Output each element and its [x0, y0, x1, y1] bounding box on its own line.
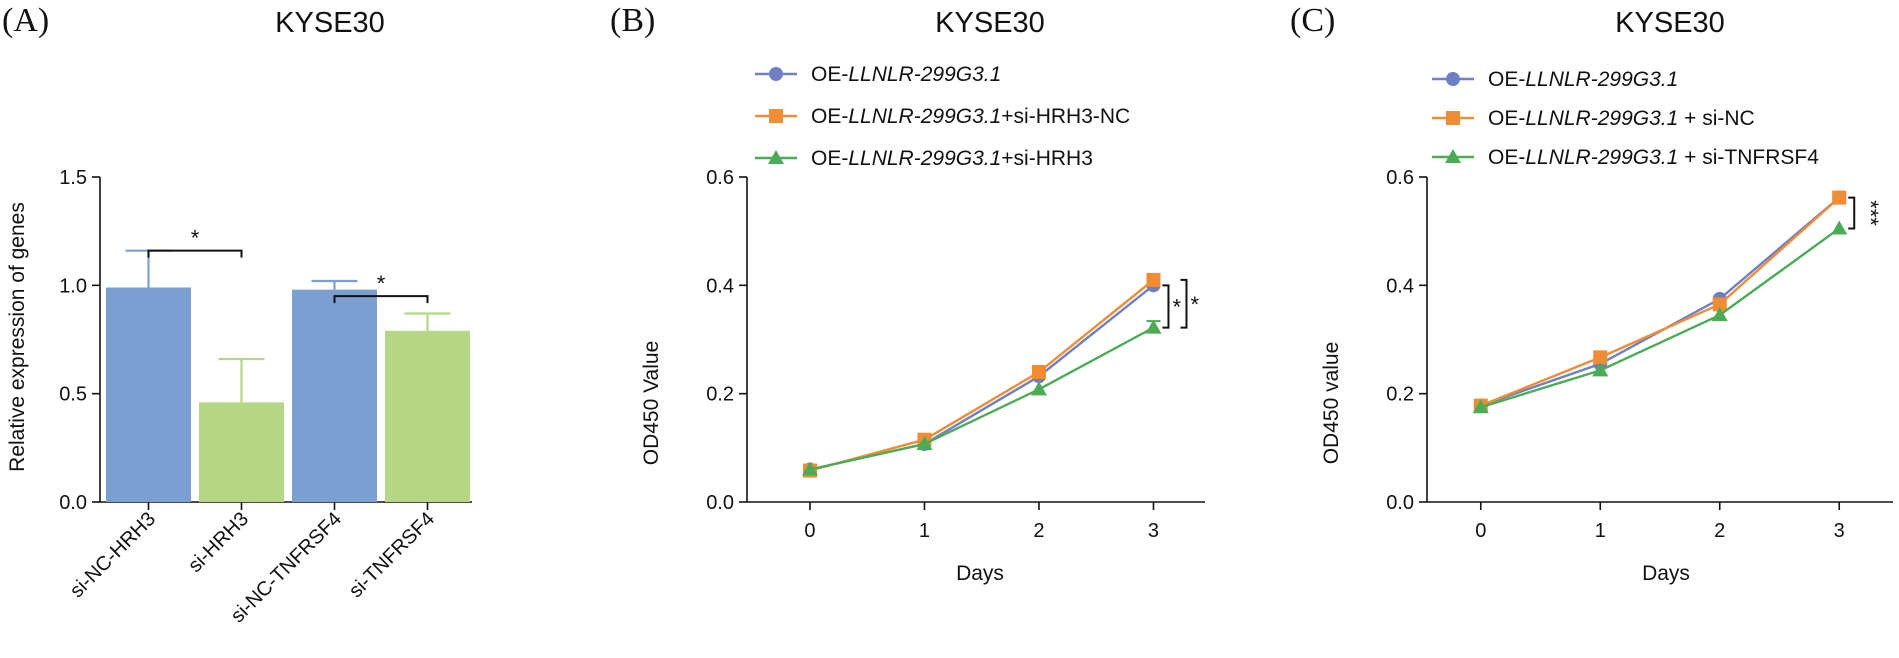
- b-y-tick-label: 0.2: [706, 384, 734, 406]
- a-y-tick-label: 0.5: [59, 384, 87, 406]
- c-series-line: [1480, 227, 1840, 409]
- c-legend-label: OE-LLNLR-299G3.1 + si-NC: [1488, 107, 1755, 130]
- b-x-tick-label: 3: [1148, 520, 1159, 542]
- a-bar: [385, 330, 470, 502]
- b-x-tick-label: 2: [1033, 520, 1044, 542]
- b-legend-label: OE-LLNLR-299G3.1: [811, 63, 1001, 86]
- panel-c-letter: (C): [1290, 2, 1335, 39]
- a-bar: [292, 289, 377, 502]
- panel-a: (A) KYSE30 Relative expression of genes …: [2, 2, 472, 627]
- b-x-tick-label: 0: [804, 520, 815, 542]
- a-bar: [106, 287, 191, 502]
- c-point: [1472, 399, 1489, 414]
- c-x-tick-label: 1: [1595, 520, 1606, 542]
- panel-c-ylabel: OD450 value: [1320, 342, 1343, 465]
- panel-b-title: KYSE30: [935, 7, 1045, 39]
- b-point: [1145, 319, 1162, 334]
- b-sig-bracket: [1162, 284, 1170, 329]
- b-point: [1146, 272, 1161, 287]
- b-legend-marker: [768, 150, 784, 164]
- c-y-tick-label: 0.0: [1386, 492, 1414, 514]
- a-y-tick-label: 0.0: [59, 492, 87, 514]
- c-legend-marker: [1446, 111, 1460, 125]
- a-y-tick-label: 1.0: [59, 275, 87, 297]
- c-y-tick-label: 0.2: [1386, 384, 1414, 406]
- panel-b-plot: 0.0 0.2 0.4 0.6 0 1 2 3 * *: [706, 167, 1205, 542]
- panel-a-ylabel: Relative expression of genes: [6, 202, 29, 472]
- b-point: [1031, 365, 1046, 379]
- a-sig-label: *: [377, 271, 386, 296]
- panel-c-title: KYSE30: [1615, 7, 1725, 39]
- c-point: [1592, 362, 1609, 377]
- b-series-line: [809, 326, 1155, 471]
- panel-b-xlabel: Days: [956, 562, 1004, 585]
- panel-a-plot: 0.00.51.01.5si-NC-HRH3 si-HRH3si-NC-TNFRS…: [59, 167, 472, 627]
- b-sig-label: *: [1190, 292, 1199, 317]
- c-legend-label: OE-LLNLR-299G3.1 + si-TNFRSF4: [1488, 146, 1819, 169]
- a-x-tick-label: si-TNFRSF4: [345, 508, 439, 602]
- b-y-tick-label: 0.0: [706, 492, 734, 514]
- c-point: [1593, 350, 1608, 365]
- c-point: [1832, 190, 1847, 205]
- b-legend-label: OE-LLNLR-299G3.1+si-HRH3-NC: [811, 105, 1130, 128]
- panel-b-legend: OE-LLNLR-299G3.1 OE-LLNLR-299G3.1+si-HRH3…: [755, 63, 1130, 170]
- b-y-tick-label: 0.6: [706, 167, 734, 189]
- b-sig-bracket: [1180, 278, 1188, 329]
- b-point: [1030, 381, 1047, 396]
- b-sig-label: *: [1172, 294, 1181, 319]
- panel-b-ylabel: OD450 Value: [640, 341, 663, 466]
- panel-c-xlabel: Days: [1642, 562, 1690, 585]
- c-point: [1831, 220, 1848, 235]
- c-x-tick-label: 2: [1714, 520, 1725, 542]
- c-series-line: [1480, 196, 1841, 407]
- c-sig-label: ***: [1858, 200, 1883, 226]
- b-series-line: [809, 284, 1155, 471]
- a-bar: [199, 402, 284, 502]
- b-legend-label: OE-LLNLR-299G3.1+si-HRH3: [811, 147, 1093, 170]
- c-legend-marker: [1445, 149, 1461, 163]
- panel-a-letter: (A): [2, 2, 49, 39]
- a-x-tick-label: si-NC-HRH3: [66, 508, 160, 602]
- panel-c: (C) KYSE30 OD450 value Days 0.0 0.2 0.4 0.6…: [1290, 2, 1893, 585]
- panel-c-plot: 0.0 0.2 0.4 0.6 0 1 2 3 ***: [1386, 167, 1893, 542]
- panel-b: (B) KYSE30 OD450 Value Days 0.0 0.2 0.4 0.6…: [610, 2, 1205, 585]
- b-point: [801, 461, 818, 476]
- c-point: [1711, 307, 1728, 322]
- panel-b-letter: (B): [610, 2, 655, 39]
- a-sig-label: *: [191, 226, 200, 251]
- b-series-line: [809, 278, 1155, 472]
- panel-c-legend: OE-LLNLR-299G3.1 OE-LLNLR-299G3.1 + si-NC…: [1432, 68, 1819, 169]
- b-y-tick-label: 0.4: [706, 275, 734, 297]
- c-legend-marker: [1446, 72, 1460, 86]
- c-series-line: [1480, 196, 1841, 407]
- a-y-tick-label: 1.5: [59, 167, 87, 189]
- c-legend-label: OE-LLNLR-299G3.1: [1488, 68, 1678, 91]
- a-sig-bracket: [147, 249, 243, 258]
- c-x-tick-label: 0: [1475, 520, 1486, 542]
- c-x-tick-label: 3: [1834, 520, 1845, 542]
- c-y-tick-label: 0.6: [1386, 167, 1414, 189]
- panel-a-title: KYSE30: [275, 7, 385, 39]
- b-x-tick-label: 1: [919, 520, 930, 542]
- b-legend-marker: [769, 109, 783, 123]
- c-sig-bracket: [1848, 196, 1856, 230]
- b-point: [916, 436, 933, 451]
- c-y-tick-label: 0.4: [1386, 275, 1414, 297]
- c-point: [1712, 297, 1727, 312]
- b-legend-marker: [769, 67, 783, 81]
- a-x-tick-label: si-HRH3: [184, 508, 253, 577]
- a-sig-bracket: [333, 295, 429, 304]
